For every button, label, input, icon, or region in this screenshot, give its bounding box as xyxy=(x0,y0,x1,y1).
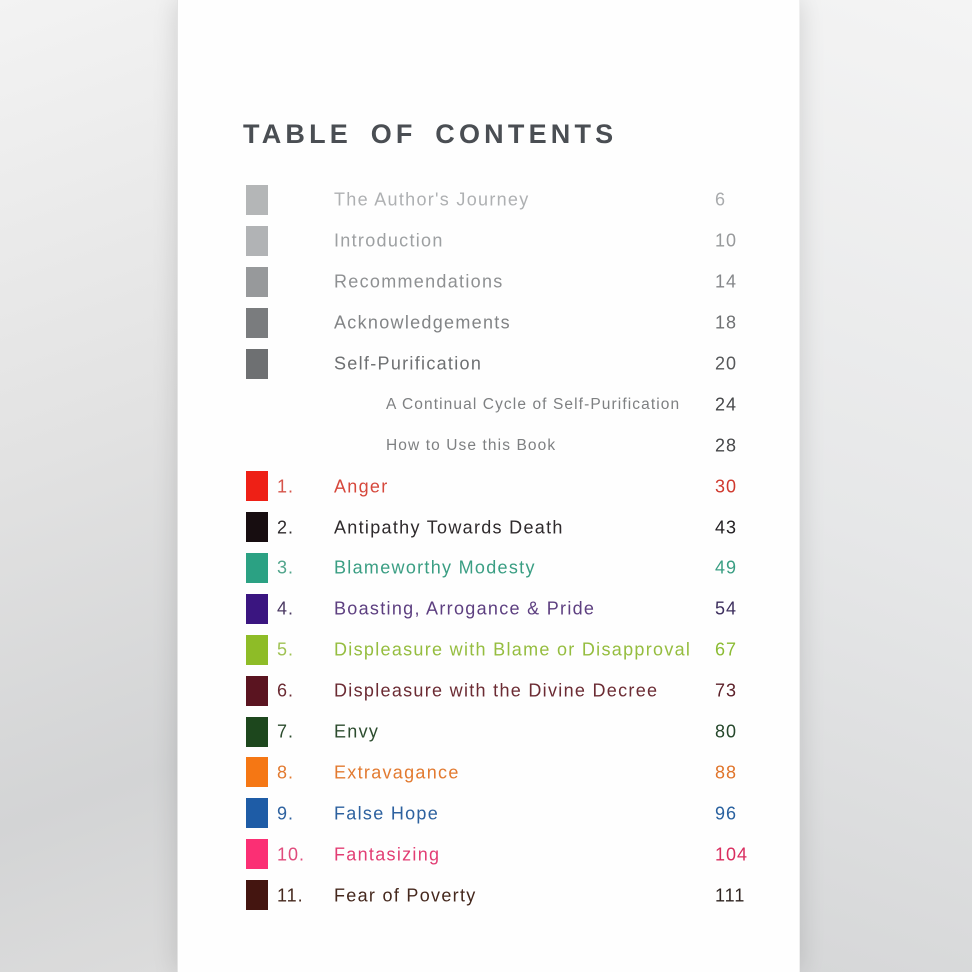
toc-entry: 4. Boasting, Arrogance & Pride 54 xyxy=(178,589,799,630)
entry-title: A Continual Cycle of Self-Purification xyxy=(386,395,681,413)
entry-title: Displeasure with the Divine Decree xyxy=(334,680,659,701)
entry-title: Anger xyxy=(334,476,389,497)
page-title: TABLE OF CONTENTS xyxy=(243,119,618,149)
chapter-color-swatch xyxy=(246,185,268,215)
chapter-color-swatch xyxy=(246,839,268,870)
entry-title: The Author's Journey xyxy=(334,189,530,210)
chapter-color-swatch xyxy=(246,798,268,829)
chapter-color-swatch xyxy=(246,675,268,706)
toc-entry: 1. Anger 30 xyxy=(178,466,799,507)
chapter-number: 2. xyxy=(277,517,295,538)
chapter-color-swatch xyxy=(246,553,268,584)
chapter-color-swatch xyxy=(246,471,268,502)
chapter-color-swatch xyxy=(246,880,268,911)
toc-entry: 7. Envy 80 xyxy=(178,712,799,753)
backdrop-left xyxy=(0,0,177,972)
entry-page-number: 20 xyxy=(715,353,738,374)
toc-entry: Introduction 10 xyxy=(178,221,799,262)
entry-page-number: 6 xyxy=(715,189,727,210)
toc-entry: 2. Antipathy Towards Death 43 xyxy=(178,507,799,548)
entry-title: Boasting, Arrogance & Pride xyxy=(334,598,596,619)
entry-page-number: 67 xyxy=(715,639,738,660)
chapter-number: 11. xyxy=(277,885,304,906)
toc-entry: 9. False Hope 96 xyxy=(178,793,799,834)
entry-title: Self-Purification xyxy=(334,353,483,374)
toc-entry: Acknowledgements 18 xyxy=(178,303,799,344)
entry-page-number: 24 xyxy=(715,394,738,415)
entry-page-number: 43 xyxy=(715,517,738,538)
toc-entry: 5. Displeasure with Blame or Disapproval… xyxy=(178,630,799,671)
chapter-color-swatch xyxy=(246,512,268,543)
chapter-color-swatch xyxy=(246,757,268,788)
entry-title: Fantasizing xyxy=(334,844,441,865)
chapter-color-swatch xyxy=(246,716,268,747)
entry-page-number: 73 xyxy=(715,680,738,701)
entry-page-number: 54 xyxy=(715,598,738,619)
entry-title: False Hope xyxy=(334,803,440,824)
toc-entry: The Author's Journey 6 xyxy=(178,180,799,221)
chapter-color-swatch xyxy=(246,348,268,379)
entry-page-number: 88 xyxy=(715,762,738,783)
entry-page-number: 28 xyxy=(715,435,738,456)
entry-page-number: 111 xyxy=(715,885,746,906)
toc-entry: 8. Extravagance 88 xyxy=(178,752,799,793)
toc-list: The Author's Journey 6 Introduction 10 R… xyxy=(178,180,799,916)
toc-entry: 3. Blameworthy Modesty 49 xyxy=(178,548,799,589)
toc-entry: 11. Fear of Poverty 111 xyxy=(178,875,799,916)
entry-page-number: 49 xyxy=(715,557,738,578)
toc-entry: 10. Fantasizing 104 xyxy=(178,834,799,875)
chapter-color-swatch xyxy=(246,307,268,338)
entry-title: Displeasure with Blame or Disapproval xyxy=(334,639,692,660)
book-page: TABLE OF CONTENTS The Author's Journey 6… xyxy=(177,0,800,972)
entry-page-number: 104 xyxy=(715,844,749,865)
chapter-number: 9. xyxy=(277,803,295,824)
entry-title: How to Use this Book xyxy=(386,436,557,454)
entry-title: Acknowledgements xyxy=(334,312,511,333)
entry-title: Antipathy Towards Death xyxy=(334,517,564,538)
entry-title: Extravagance xyxy=(334,762,460,783)
toc-entry: Self-Purification 20 xyxy=(178,344,799,385)
entry-page-number: 10 xyxy=(715,230,738,251)
chapter-number: 4. xyxy=(277,598,295,619)
chapter-number: 3. xyxy=(277,557,295,578)
entry-title: Recommendations xyxy=(334,271,504,292)
entry-page-number: 30 xyxy=(715,476,738,497)
toc-entry: A Continual Cycle of Self-Purification 2… xyxy=(178,384,799,425)
backdrop-right xyxy=(798,0,972,972)
chapter-number: 7. xyxy=(277,721,295,742)
toc-entry: How to Use this Book 28 xyxy=(178,425,799,466)
chapter-number: 6. xyxy=(277,680,295,701)
entry-title: Introduction xyxy=(334,230,444,251)
chapter-color-swatch xyxy=(246,225,268,256)
chapter-color-swatch xyxy=(246,634,268,665)
entry-page-number: 96 xyxy=(715,803,738,824)
chapter-number: 1. xyxy=(277,476,295,497)
toc-entry: 6. Displeasure with the Divine Decree 73 xyxy=(178,671,799,712)
toc-entry: Recommendations 14 xyxy=(178,262,799,303)
chapter-number: 5. xyxy=(277,639,295,660)
chapter-number: 8. xyxy=(277,762,295,783)
chapter-color-swatch xyxy=(246,266,268,297)
entry-page-number: 14 xyxy=(715,271,738,292)
entry-title: Fear of Poverty xyxy=(334,885,477,906)
chapter-number: 10. xyxy=(277,844,306,865)
entry-page-number: 80 xyxy=(715,721,738,742)
chapter-color-swatch xyxy=(246,593,268,624)
entry-title: Envy xyxy=(334,721,380,742)
entry-page-number: 18 xyxy=(715,312,738,333)
entry-title: Blameworthy Modesty xyxy=(334,557,536,578)
